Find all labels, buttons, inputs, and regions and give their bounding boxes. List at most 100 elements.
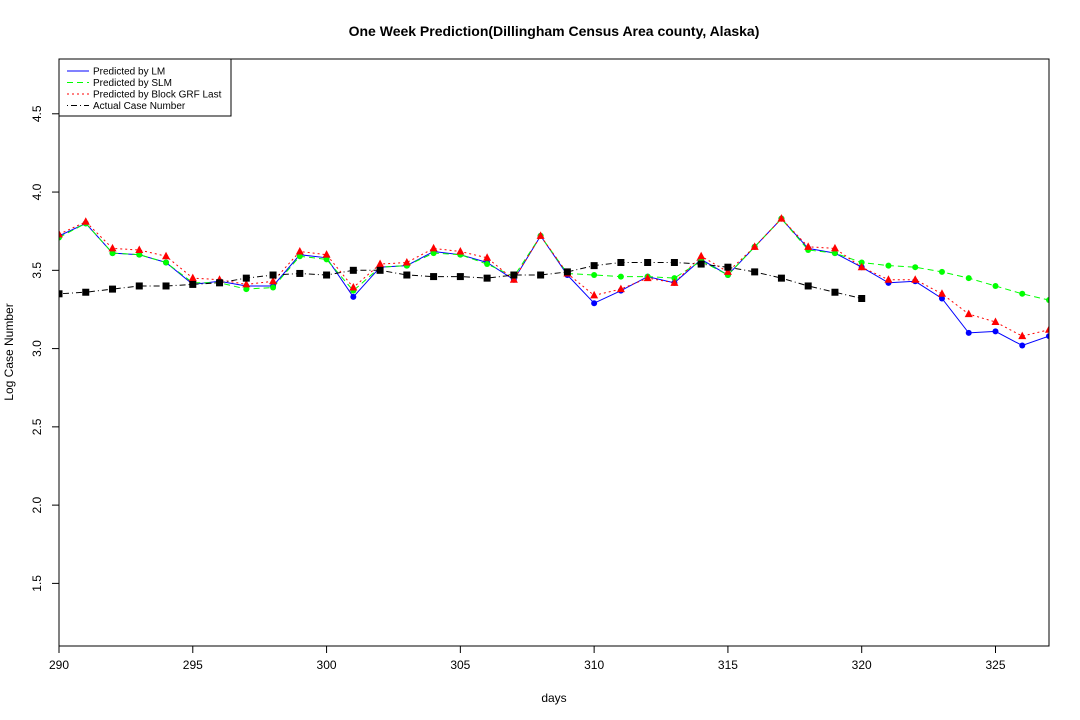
legend-label-predicted-by-slm: Predicted by SLM <box>93 78 172 89</box>
point-predicted-by-block-grf-last <box>750 242 759 250</box>
x-tick-label: 300 <box>317 658 337 672</box>
point-actual-case-number <box>751 268 759 276</box>
point-predicted-by-slm <box>270 284 277 291</box>
x-tick-label: 310 <box>584 658 604 672</box>
y-tick-label: 1.5 <box>30 575 44 592</box>
point-actual-case-number <box>296 269 304 277</box>
series-line-predicted-by-block-grf-last <box>59 217 1049 337</box>
point-predicted-by-slm <box>430 250 437 257</box>
x-tick-label: 315 <box>718 658 738 672</box>
chart-title: One Week Prediction(Dillingham Census Ar… <box>349 23 760 39</box>
point-predicted-by-block-grf-last <box>884 275 893 283</box>
point-actual-case-number <box>697 260 705 268</box>
point-actual-case-number <box>858 294 866 302</box>
point-predicted-by-slm <box>912 264 919 271</box>
point-predicted-by-block-grf-last <box>108 243 117 252</box>
x-axis: 290 295 300 305 310 315 320 325 <box>49 646 1006 672</box>
point-actual-case-number <box>349 266 357 274</box>
point-actual-case-number <box>590 262 598 270</box>
point-actual-case-number <box>216 279 224 287</box>
legend-label-predicted-by-lm: Predicted by LM <box>93 67 165 78</box>
point-predicted-by-block-grf-last <box>322 250 331 258</box>
point-predicted-by-slm <box>938 268 945 275</box>
point-actual-case-number <box>724 263 732 271</box>
point-predicted-by-lm <box>1019 342 1026 349</box>
point-predicted-by-slm <box>591 272 598 279</box>
point-predicted-by-block-grf-last <box>616 284 625 293</box>
point-predicted-by-slm <box>1046 297 1049 304</box>
y-tick-label: 4.5 <box>30 105 44 122</box>
point-predicted-by-block-grf-last <box>349 283 358 291</box>
point-actual-case-number <box>59 290 63 298</box>
point-actual-case-number <box>135 282 143 290</box>
x-tick-label: 295 <box>183 658 203 672</box>
point-predicted-by-block-grf-last <box>643 273 652 282</box>
point-predicted-by-block-grf-last <box>402 257 411 266</box>
legend-label-actual-case-number: Actual Case Number <box>93 101 186 112</box>
x-tick-label: 320 <box>852 658 872 672</box>
x-tick-label: 325 <box>985 658 1005 672</box>
point-predicted-by-block-grf-last <box>670 278 679 286</box>
point-actual-case-number <box>242 274 250 282</box>
point-predicted-by-block-grf-last <box>269 276 278 285</box>
point-predicted-by-block-grf-last <box>483 253 492 261</box>
point-predicted-by-block-grf-last <box>697 251 706 260</box>
point-predicted-by-slm <box>965 275 972 282</box>
point-actual-case-number <box>510 271 518 279</box>
point-actual-case-number <box>323 271 331 279</box>
point-actual-case-number <box>537 271 545 279</box>
point-actual-case-number <box>644 258 652 266</box>
point-predicted-by-block-grf-last <box>376 259 385 268</box>
point-predicted-by-lm <box>350 293 357 300</box>
point-actual-case-number <box>831 288 839 296</box>
y-tick-label: 4.0 <box>30 183 44 200</box>
point-actual-case-number <box>430 273 438 281</box>
point-predicted-by-block-grf-last <box>857 262 866 271</box>
point-predicted-by-slm <box>1019 290 1026 297</box>
point-predicted-by-slm <box>484 261 491 268</box>
point-predicted-by-lm <box>591 300 598 307</box>
y-axis-label: Log Case Number <box>2 303 16 400</box>
point-predicted-by-slm <box>992 282 999 289</box>
point-predicted-by-block-grf-last <box>81 217 90 225</box>
point-predicted-by-slm <box>831 250 838 257</box>
point-predicted-by-block-grf-last <box>590 290 599 299</box>
point-actual-case-number <box>269 271 277 279</box>
point-actual-case-number <box>777 274 785 282</box>
point-actual-case-number <box>109 285 117 293</box>
point-predicted-by-block-grf-last <box>162 251 171 260</box>
legend-label-predicted-by-block-grf-last: Predicted by Block GRF Last <box>93 90 222 101</box>
point-predicted-by-slm <box>885 262 892 269</box>
point-actual-case-number <box>376 266 384 274</box>
x-tick-label: 290 <box>49 658 69 672</box>
point-predicted-by-block-grf-last <box>188 273 197 282</box>
point-actual-case-number <box>617 258 625 266</box>
point-predicted-by-block-grf-last <box>937 289 946 297</box>
point-predicted-by-lm <box>1046 333 1049 340</box>
point-predicted-by-block-grf-last <box>295 247 304 255</box>
point-predicted-by-slm <box>243 286 250 293</box>
point-predicted-by-block-grf-last <box>1045 325 1049 333</box>
point-actual-case-number <box>456 273 464 281</box>
y-tick-label: 2.0 <box>30 496 44 513</box>
point-predicted-by-block-grf-last <box>135 245 144 253</box>
point-predicted-by-block-grf-last <box>1018 331 1027 340</box>
point-actual-case-number <box>563 268 571 276</box>
point-predicted-by-block-grf-last <box>964 309 973 318</box>
point-predicted-by-slm <box>617 273 624 280</box>
y-tick-label: 3.5 <box>30 262 44 279</box>
point-predicted-by-block-grf-last <box>456 247 465 255</box>
point-predicted-by-block-grf-last <box>723 267 732 275</box>
point-predicted-by-slm <box>296 253 303 260</box>
point-actual-case-number <box>483 274 491 282</box>
point-predicted-by-lm <box>965 329 972 336</box>
point-predicted-by-block-grf-last <box>911 275 920 283</box>
point-predicted-by-block-grf-last <box>509 275 518 283</box>
point-predicted-by-slm <box>858 259 865 266</box>
plot-area <box>59 214 1049 349</box>
point-predicted-by-slm <box>671 275 678 282</box>
point-predicted-by-block-grf-last <box>777 214 786 222</box>
y-tick-label: 3.0 <box>30 340 44 357</box>
